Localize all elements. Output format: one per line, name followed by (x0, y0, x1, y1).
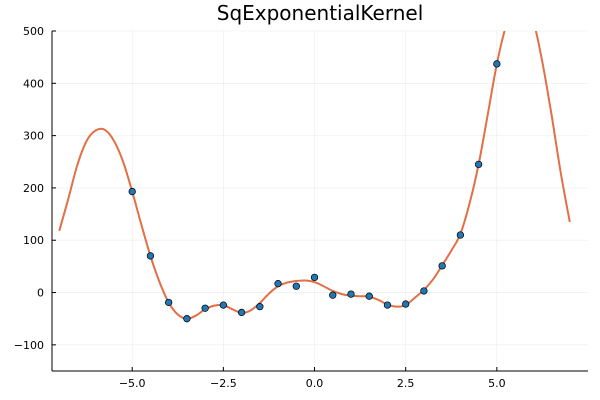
y-tick-label: 100 (23, 234, 44, 247)
data-point (347, 290, 355, 298)
data-point (183, 315, 191, 323)
line-series-group (58, 31, 571, 320)
x-tick-label: 0.0 (306, 377, 324, 390)
data-point (329, 291, 337, 299)
data-point (420, 287, 428, 295)
y-tick-label: 0 (37, 287, 44, 300)
data-point (256, 303, 264, 311)
chart-title: SqExponentialKernel (217, 1, 424, 25)
scatter-series-group (128, 60, 501, 323)
x-tick-label: −2.5 (210, 377, 237, 390)
y-tick-label: −100 (14, 339, 44, 352)
data-point (165, 298, 173, 307)
y-tick-label: 500 (23, 25, 44, 38)
plot-area (58, 31, 571, 323)
data-point (274, 279, 282, 288)
data-point (219, 301, 228, 309)
data-point (474, 160, 483, 169)
y-tick-label: 400 (23, 77, 44, 90)
x-tick-label: 5.0 (488, 377, 506, 390)
data-point (456, 231, 465, 239)
data-point (237, 308, 246, 317)
axes (51, 31, 588, 372)
data-point (438, 262, 446, 270)
y-tick-label: 300 (23, 130, 44, 143)
data-point (493, 60, 501, 68)
data-point (128, 187, 136, 196)
x-tick-label: 2.5 (397, 377, 415, 390)
ticks: −5.0 −2.5 0.0 2.5 5.0 −100 0 100 200 300 400 500 (14, 25, 506, 390)
data-point (146, 252, 155, 260)
data-point (383, 301, 392, 309)
grid (52, 30, 588, 371)
data-point (365, 292, 373, 300)
series-line (58, 31, 571, 320)
data-point (310, 273, 319, 282)
data-point (402, 300, 410, 308)
y-tick-label: 200 (23, 182, 44, 195)
data-point (201, 304, 209, 312)
x-tick-label: −5.0 (119, 377, 146, 390)
data-point (292, 282, 300, 290)
